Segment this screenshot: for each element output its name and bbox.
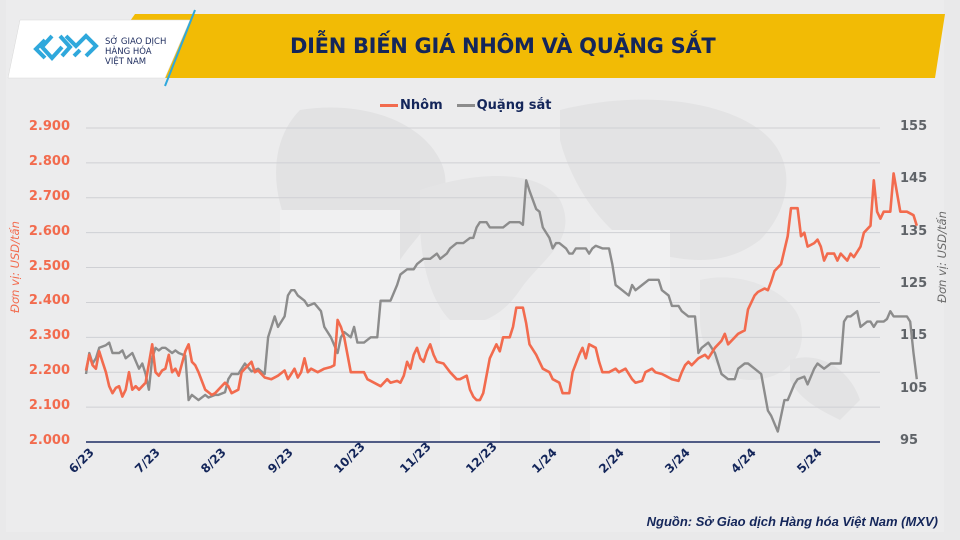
left-y-tick: 2.200	[28, 363, 70, 379]
left-y-tick: 2.400	[28, 293, 70, 309]
left-y-tick: 2.800	[28, 153, 70, 169]
series-quang-sat-line	[84, 179, 918, 433]
logo-panel	[8, 20, 190, 78]
right-y-tick: 135	[900, 223, 928, 239]
left-y-tick: 2.600	[28, 223, 70, 239]
right-y-tick: 115	[900, 328, 928, 344]
logo-text: SỞ GIAO DỊCH HÀNG HÓA VIỆT NAM	[105, 37, 166, 67]
left-y-tick: 2.700	[28, 188, 70, 204]
right-y-tick: 155	[900, 119, 928, 134]
chart-legend: Nhôm Quặng sắt	[380, 98, 566, 113]
gridlines	[86, 127, 880, 408]
right-y-tick: 125	[900, 276, 928, 291]
title-band-shape	[90, 14, 945, 78]
left-y-tick: 2.900	[28, 119, 70, 134]
logo-line-3: VIỆT NAM	[105, 57, 147, 67]
legend-item-quang-sat: Quặng sắt	[456, 98, 552, 113]
right-y-tick: 105	[900, 380, 928, 396]
left-y-tick: 2.500	[28, 258, 70, 274]
logo-icon	[33, 33, 99, 61]
logo-accent-line	[164, 9, 196, 87]
legend-label-nhom: Nhôm	[400, 98, 443, 113]
source-note: Nguồn: Sở Giao dịch Hàng hóa Việt Nam (M…	[646, 514, 938, 529]
logo-line-2: HÀNG HÓA	[105, 47, 152, 57]
header-banner	[7, 9, 945, 87]
series-nhom-line	[84, 172, 919, 402]
chart-title: DIỄN BIẾN GIÁ NHÔM VÀ QUẶNG SẮT	[290, 34, 716, 58]
right-y-tick: 145	[900, 171, 928, 187]
legend-swatch-nhom	[380, 104, 398, 107]
legend-label-quang-sat: Quặng sắt	[476, 98, 552, 113]
left-y-tick: 2.000	[28, 433, 70, 448]
legend-swatch-quang-sat	[456, 104, 475, 107]
logo-line-1: SỞ GIAO DỊCH	[105, 37, 167, 47]
left-y-tick: 2.300	[28, 328, 70, 344]
legend-item-nhom: Nhôm	[380, 98, 443, 113]
left-y-tick: 2.100	[28, 398, 70, 414]
right-y-tick: 95	[900, 433, 919, 448]
